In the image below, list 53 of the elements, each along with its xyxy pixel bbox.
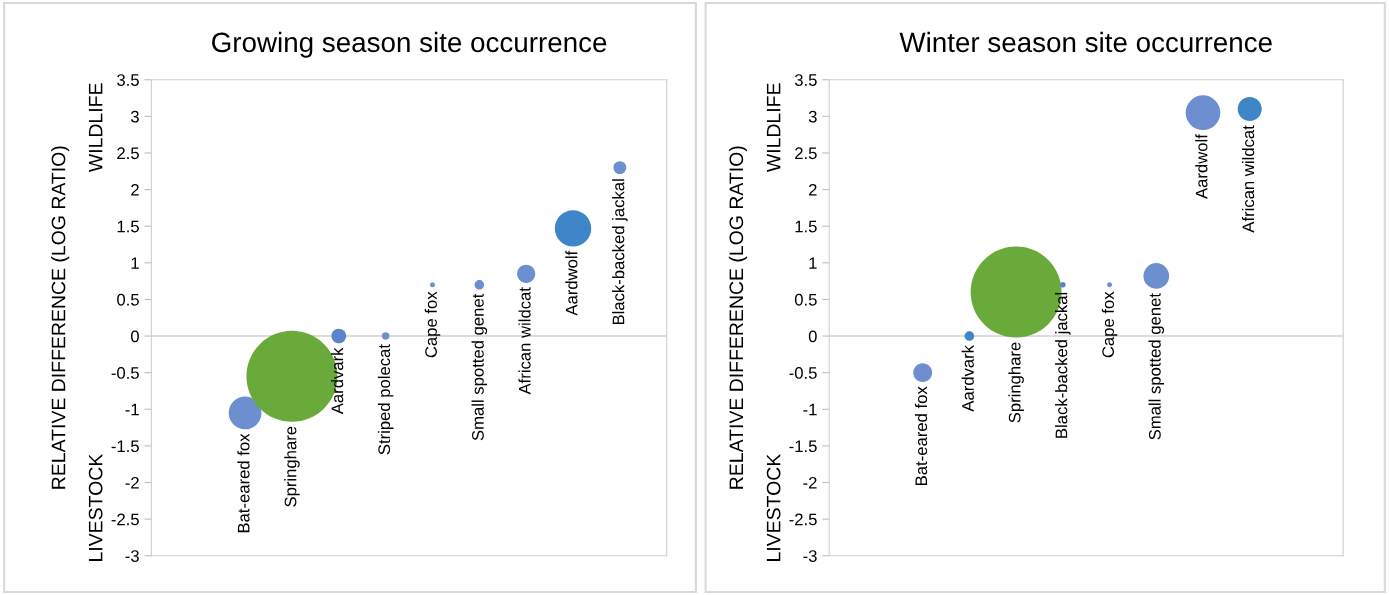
y-tick-label: -1 [803,403,817,416]
y-tick-label: -1.5 [111,440,139,453]
text: LIVESTOCK [88,453,103,561]
y-axis-title: RELATIVE DIFFERENCE (LOG RATIO) [51,146,70,489]
category-label: Aardvark [961,344,974,412]
y-tick-label: 3 [808,110,817,123]
y-tick-label: 3.5 [117,74,139,86]
category-label: Bat-eared fox [914,386,928,485]
y-tick-label: 2 [809,183,817,196]
category-label: African wildcat [1241,125,1255,233]
y-tick-label: 1.5 [795,220,817,233]
y-tick-label: 1 [809,257,817,269]
y-tick-label: -2.5 [111,513,139,526]
y-tick-label: -1.5 [789,440,817,453]
text: WILDLIFE [766,83,781,173]
category-label: Aardwolf [1195,134,1208,199]
text: WILDLIFE [88,83,103,173]
category-label: Striped polecat [377,344,394,455]
category-label: Black-backed jackal [1055,292,1071,438]
y-tick-label: 2.5 [117,147,139,160]
y-tick-label: -2 [125,476,139,489]
category-label: Springhare [284,426,300,507]
y-tick-label: -2.5 [789,513,817,526]
category-label: Springhare [1008,342,1024,423]
y-tick-label: 0.5 [117,293,139,306]
y-tick-label: -0.5 [789,367,817,379]
y-tick-label: 0 [130,330,139,343]
category-label: Cape fox [424,291,441,358]
category-label: Black-backed jackal [612,179,628,325]
y-tick-label: -3 [803,550,817,562]
category-label: Small spotted genet [471,293,488,441]
y-tick-label: -2 [803,476,817,489]
y-tick-label: 1 [131,257,139,269]
y-tick-label: 3 [130,110,139,123]
text: LIVESTOCK [766,453,781,561]
category-label: Cape fox [1101,291,1118,358]
category-label: Aardwolf [565,250,578,316]
y-tick-label: -0.5 [111,367,139,379]
y-tick-label: 0 [808,330,817,343]
chart-title: Growing season site occurrence [212,31,607,58]
category-label: Aardvark [331,347,344,415]
y-tick-label: 0.5 [794,293,817,306]
chart-title: Winter season site occurrence [899,31,1272,53]
category-label: Bat-eared fox [237,433,250,533]
category-label: African wildcat [518,287,531,395]
category-label: Small spotted genet [1148,293,1165,440]
y-axis-title: RELATIVE DIFFERENCE (LOG RATIO) [728,146,748,489]
y-tick-label: -1 [125,403,139,416]
y-tick-label: 2.5 [795,147,817,160]
y-tick-label: 3.5 [794,74,817,86]
y-tick-label: 2 [131,183,139,196]
y-tick-label: 1.5 [117,220,139,233]
y-tick-label: -3 [125,550,139,562]
